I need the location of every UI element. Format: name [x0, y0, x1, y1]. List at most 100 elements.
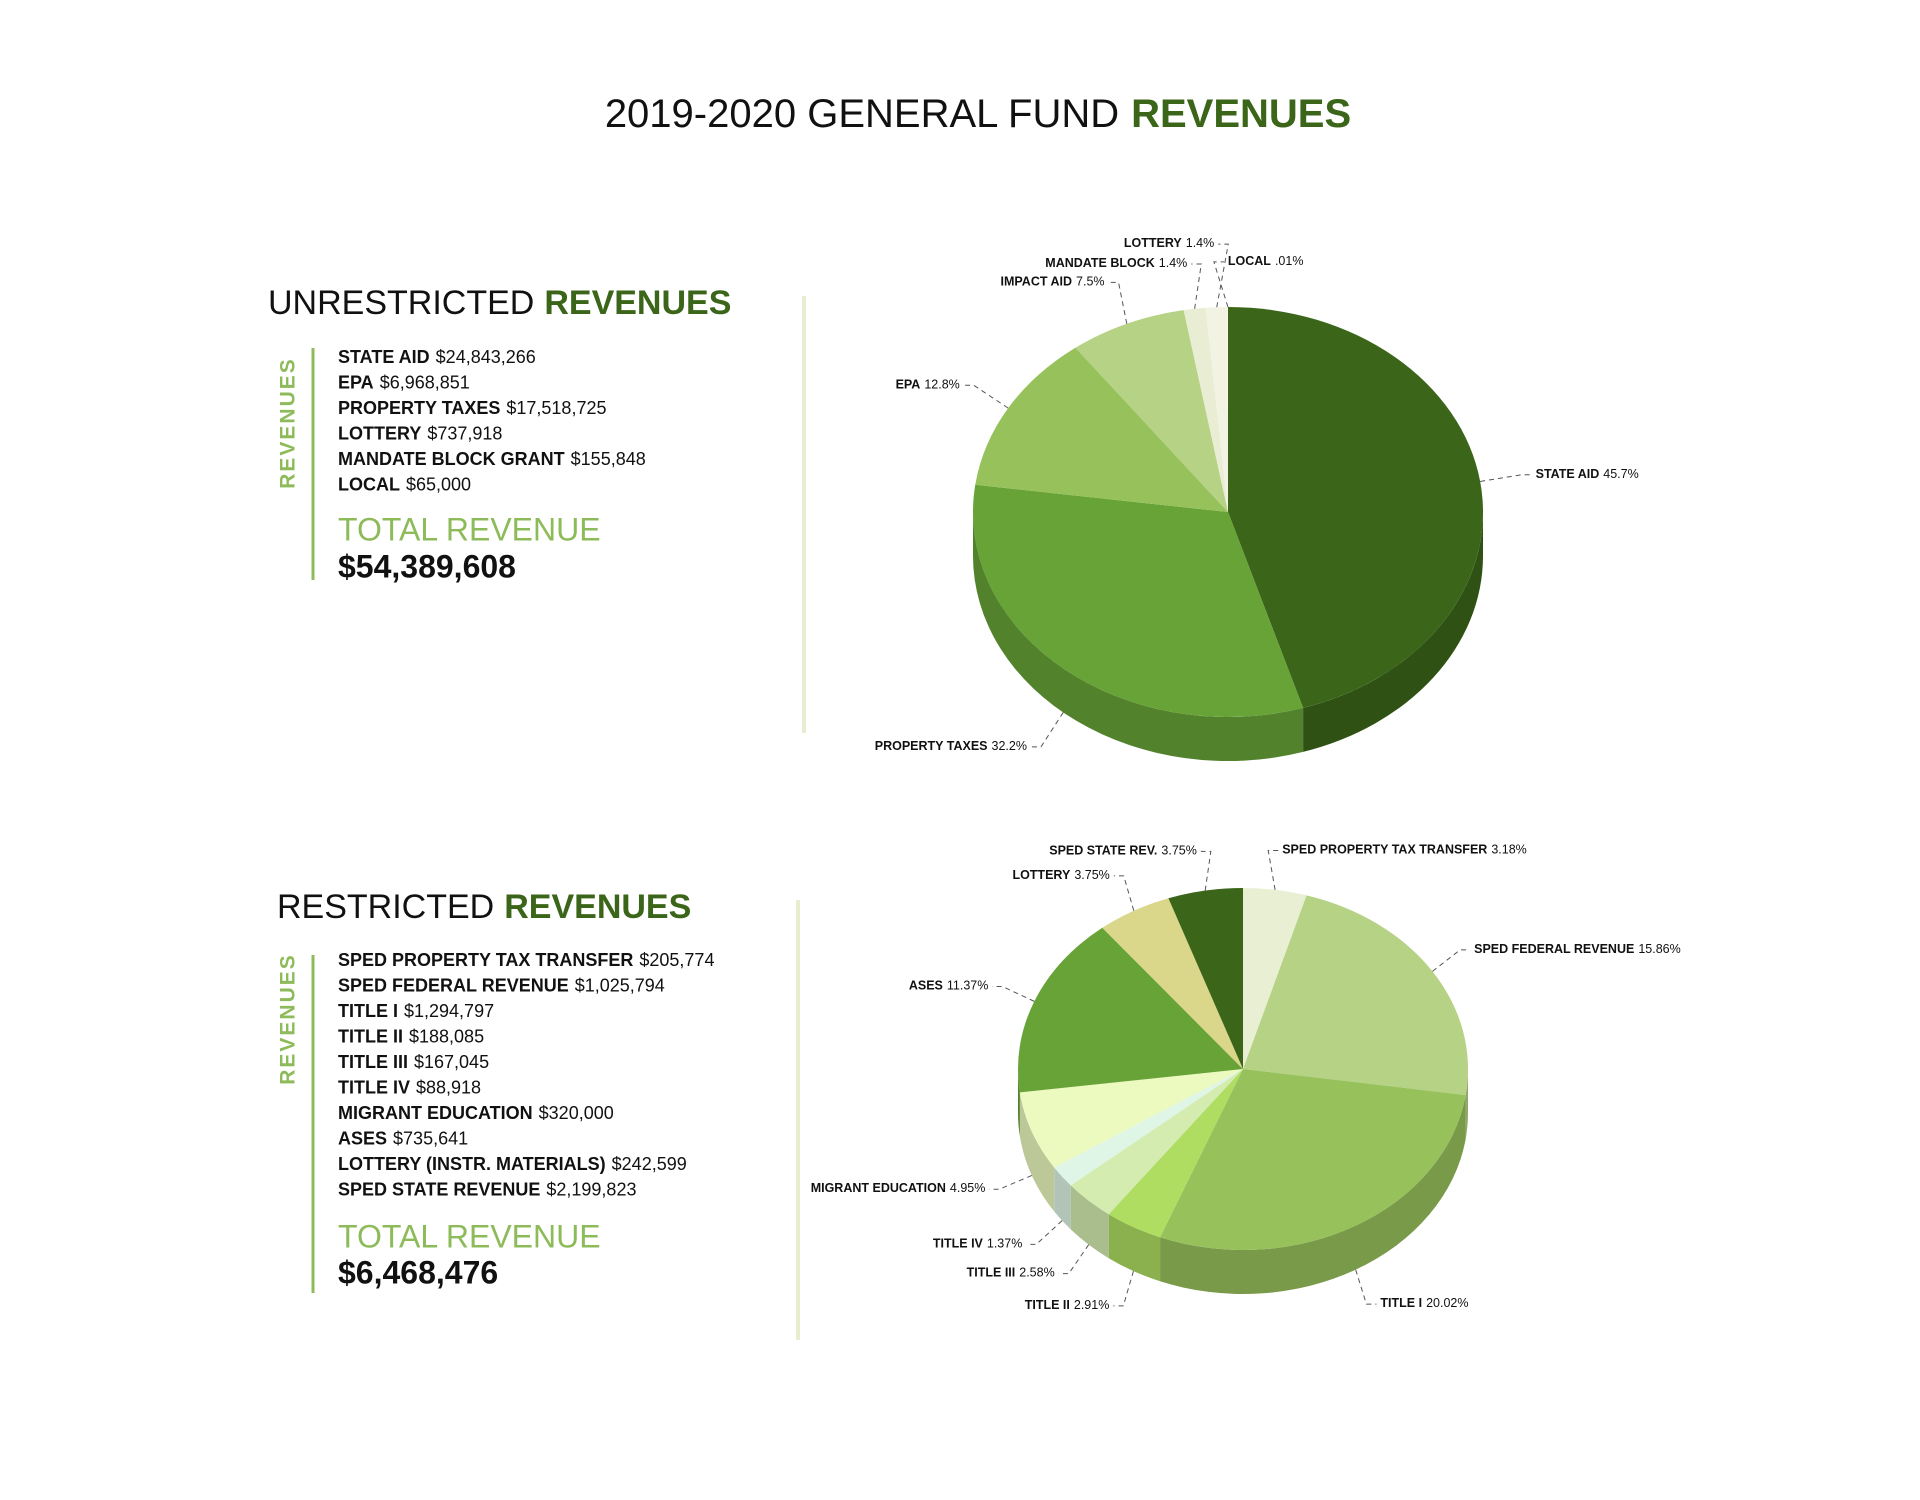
slice-label: TITLE I 20.02% [1380, 1296, 1468, 1310]
slice-side [1070, 1185, 1109, 1259]
slice [1205, 307, 1228, 512]
slice-category: LOCAL [1228, 254, 1271, 268]
slice-category: MANDATE BLOCK [1045, 256, 1154, 270]
total-label: TOTAL REVENUE [338, 1218, 601, 1254]
slice-value: 1.4% [1186, 236, 1215, 250]
section-heading: UNRESTRICTED REVENUES [268, 284, 731, 322]
slice [1243, 888, 1307, 1069]
slice-category: SPED PROPERTY TAX TRANSFER [1282, 843, 1487, 857]
item-amount: $1,294,797 [404, 1001, 494, 1021]
slice-label: LOTTERY 3.75% [1012, 868, 1109, 882]
leader-line [1108, 281, 1128, 324]
slice-side [1019, 1092, 1055, 1212]
slice-value: 32.2% [992, 739, 1027, 753]
leader-line [1267, 849, 1279, 890]
leader-line [992, 985, 1035, 1002]
total-label: TOTAL REVENUE [338, 511, 601, 547]
title-text: 2019-2020 GENERAL FUND [605, 92, 1119, 136]
slice-side [1018, 1069, 1020, 1137]
slice-label: TITLE IV 1.37% [933, 1237, 1022, 1251]
slice-value: 1.37% [987, 1237, 1022, 1251]
revenue-item: SPED PROPERTY TAX TRANSFER $205,774 [338, 950, 714, 970]
slice [1054, 1069, 1243, 1186]
slice-value: 20.02% [1426, 1296, 1468, 1310]
total-value: $6,468,476 [338, 1254, 498, 1290]
item-label: LOTTERY [338, 423, 421, 443]
slice-value: 15.86% [1638, 942, 1680, 956]
item-label: MIGRANT EDUCATION [338, 1103, 533, 1123]
revenue-item: LOTTERY $737,918 [338, 423, 502, 443]
revenue-item: MANDATE BLOCK GRANT $155,848 [338, 449, 646, 469]
item-amount: $242,599 [612, 1154, 687, 1174]
slice-value: 2.58% [1019, 1266, 1054, 1280]
slice [1160, 1069, 1466, 1250]
heading-text: UNRESTRICTED [268, 284, 534, 322]
item-label: TITLE IV [338, 1077, 410, 1097]
revenue-item: SPED STATE REVENUE $2,199,823 [338, 1179, 636, 1199]
slice-value: 4.95% [950, 1181, 985, 1195]
slice-label: LOTTERY 1.4% [1124, 236, 1214, 250]
slice-category: SPED STATE REV. [1049, 844, 1157, 858]
slice [1243, 895, 1468, 1096]
slice-label: STATE AID 45.7% [1536, 467, 1639, 481]
slice-label: MIGRANT EDUCATION 4.95% [811, 1181, 986, 1195]
item-amount: $24,843,266 [436, 347, 536, 367]
slice-side [1108, 1214, 1161, 1282]
slice [1228, 307, 1483, 708]
slice [1108, 1069, 1243, 1238]
item-label: SPED FEDERAL REVENUE [338, 975, 569, 995]
leader-line [1058, 1244, 1090, 1275]
revenue-item: LOTTERY (INSTR. MATERIALS) $242,599 [338, 1154, 687, 1174]
slice [1183, 307, 1228, 512]
slice-value: 11.37% [947, 979, 988, 993]
revenue-item: TITLE III $167,045 [338, 1052, 489, 1072]
slice-side [973, 512, 1304, 761]
slice-label: SPED FEDERAL REVENUE 15.86% [1474, 942, 1681, 956]
leader-line [1355, 1269, 1377, 1305]
slice-label: LOCAL .01% [1228, 254, 1304, 268]
leader-line [1030, 712, 1064, 748]
slice-category: LOTTERY [1012, 868, 1071, 882]
item-label: TITLE II [338, 1026, 403, 1046]
item-amount: $155,848 [571, 449, 646, 469]
slice-value: 12.8% [924, 378, 959, 392]
slice-value: 7.5% [1076, 275, 1105, 289]
item-amount: $188,085 [409, 1026, 484, 1046]
side-label: REVENUES [277, 953, 300, 1085]
total-value: $54,389,608 [338, 548, 516, 584]
slice-category: SPED FEDERAL REVENUE [1474, 942, 1634, 956]
slice-label: SPED STATE REV. 3.75% [1049, 844, 1197, 858]
slice-category: TITLE IV [933, 1237, 984, 1251]
revenue-item: TITLE I $1,294,797 [338, 1001, 494, 1021]
item-label: PROPERTY TAXES [338, 398, 500, 418]
slice [1168, 888, 1243, 1069]
leader-line [1216, 243, 1229, 308]
slice-value: 45.7% [1603, 467, 1638, 481]
page-title: 2019-2020 GENERAL FUND REVENUES [605, 92, 1351, 136]
leader-line [1191, 263, 1202, 309]
leader-line [989, 1174, 1033, 1190]
section-heading: RESTRICTED REVENUES [277, 888, 691, 926]
slice-value: 3.18% [1491, 843, 1526, 857]
item-label: LOCAL [338, 474, 400, 494]
item-label: ASES [338, 1128, 387, 1148]
revenue-item: PROPERTY TAXES $17,518,725 [338, 398, 606, 418]
slice-value: .01% [1275, 254, 1304, 268]
revenue-item: TITLE IV $88,918 [338, 1077, 481, 1097]
slice-category: TITLE I [1380, 1296, 1422, 1310]
item-amount: $205,774 [639, 950, 714, 970]
slice-label: ASES 11.37% [909, 979, 989, 993]
slice-label: PROPERTY TAXES 32.2% [875, 739, 1027, 753]
side-label: REVENUES [277, 357, 300, 489]
slice [972, 484, 1304, 718]
slice-side [1160, 1095, 1466, 1294]
leader-line [1432, 949, 1471, 972]
item-amount: $2,199,823 [546, 1179, 636, 1199]
item-label: TITLE I [338, 1001, 398, 1021]
slice-category: TITLE III [967, 1266, 1016, 1280]
item-amount: $65,000 [406, 474, 471, 494]
revenue-item: TITLE II $188,085 [338, 1026, 484, 1046]
leader-line [1113, 875, 1135, 911]
